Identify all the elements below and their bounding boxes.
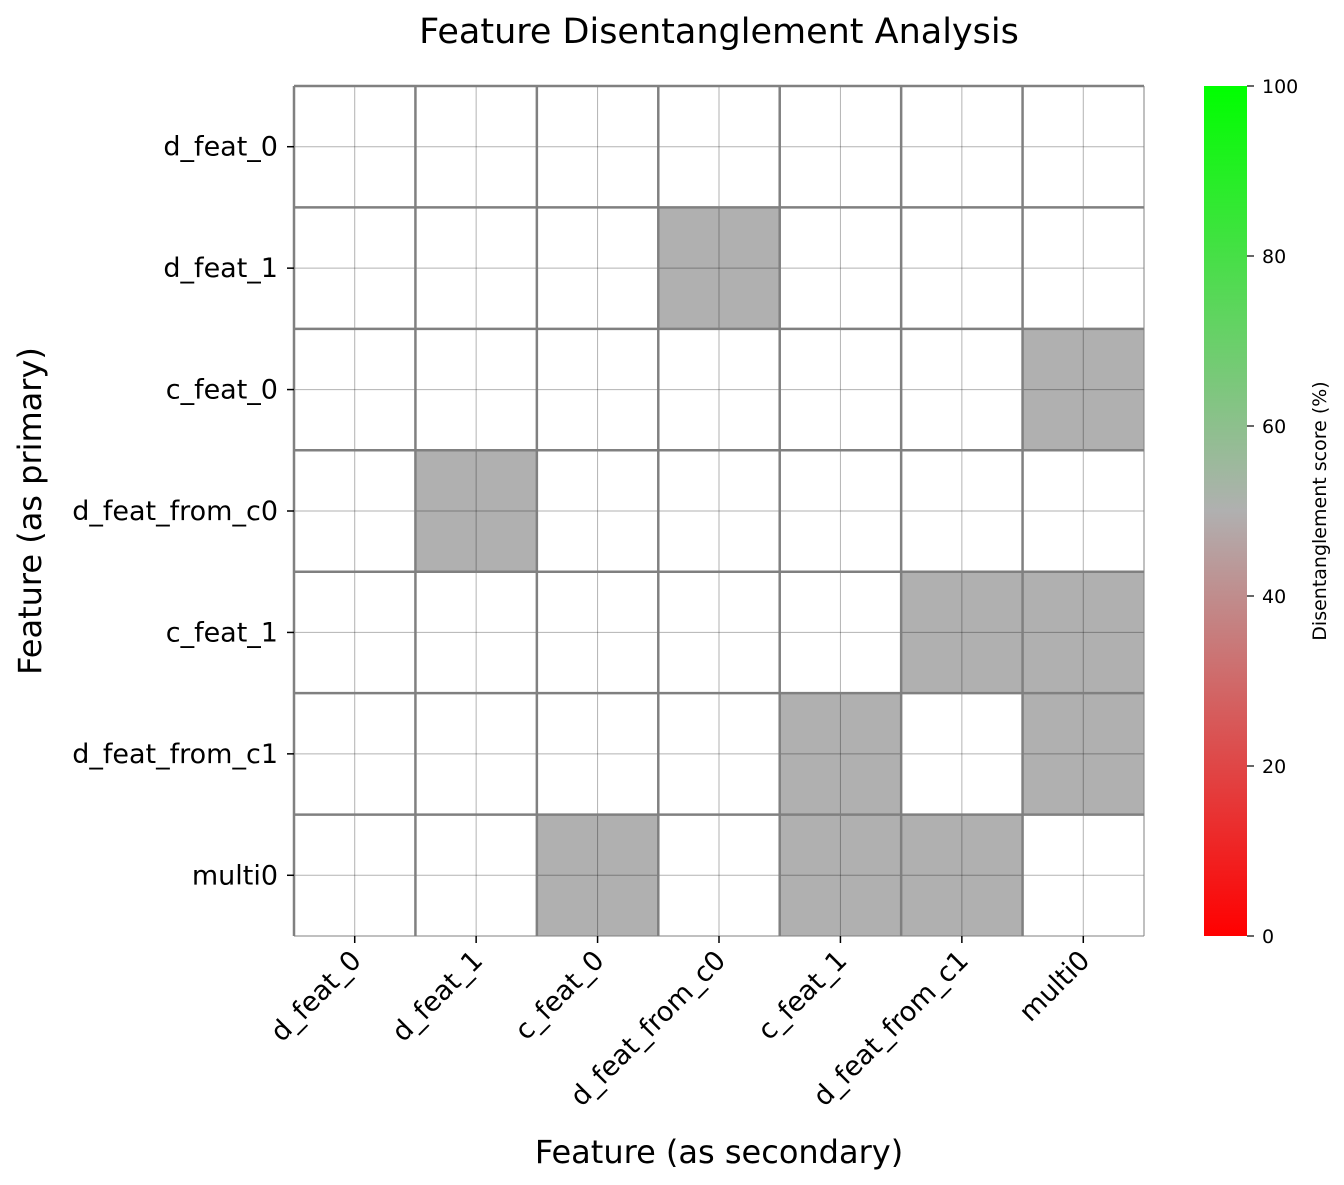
heatmap-cells — [415, 207, 1144, 936]
colorbar-tick-label: 20 — [1262, 756, 1286, 778]
heatmap-cell — [415, 450, 537, 572]
chart-title: Feature Disentanglement Analysis — [419, 12, 1019, 52]
heatmap-cell — [779, 814, 902, 936]
colorbar-tick-label: 100 — [1262, 76, 1298, 98]
x-tick-label: c_feat_0 — [509, 945, 610, 1046]
colorbar-tick-label: 40 — [1262, 586, 1286, 608]
y-tick-label: d_feat_1 — [163, 253, 278, 284]
colorbar-tick-label: 0 — [1262, 926, 1274, 948]
y-tick-label: c_feat_0 — [166, 375, 278, 406]
y-tick-label: multi0 — [192, 860, 278, 891]
x-axis-ticks: d_feat_0 d_feat_1 c_feat_0d_feat_from_c0 c_… — [265, 936, 1096, 1112]
y-axis-label: Feature (as primary) — [11, 347, 49, 675]
heatmap-cell — [779, 693, 902, 815]
heatmap-cell — [1022, 693, 1144, 815]
y-tick-label: c_feat_1 — [166, 617, 278, 648]
x-tick-label: c_feat_1 — [752, 945, 853, 1046]
colorbar-tick-label: 80 — [1262, 246, 1286, 268]
y-tick-label: d_feat_0 — [163, 132, 278, 163]
heatmap-cell — [901, 571, 1023, 694]
colorbar-ticks: 0 20 40 60 80 100 — [1247, 76, 1298, 948]
colorbar-tick-label: 60 — [1262, 416, 1286, 438]
x-tick-label: multi0 — [1013, 945, 1096, 1028]
x-tick-label: d_feat_1 — [386, 945, 489, 1048]
x-axis-label: Feature (as secondary) — [535, 1133, 903, 1171]
y-tick-label: d_feat_from_c0 — [72, 496, 278, 527]
heatmap-cell — [901, 814, 1023, 936]
heatmap-gridlines — [292, 84, 1145, 937]
y-tick-label: d_feat_from_c1 — [72, 739, 278, 770]
heatmap-cell — [1022, 328, 1144, 451]
heatmap-cell — [658, 207, 780, 329]
heatmap-cell — [1022, 571, 1144, 694]
colorbar-label: Disentanglement score (%) — [1309, 381, 1331, 640]
colorbar — [1204, 86, 1247, 936]
heatmap-cell — [536, 814, 659, 936]
x-tick-label: d_feat_0 — [265, 945, 368, 1048]
y-axis-ticks: d_feat_0 d_feat_1 c_feat_0 d_feat_from_c0 c_… — [72, 132, 294, 891]
